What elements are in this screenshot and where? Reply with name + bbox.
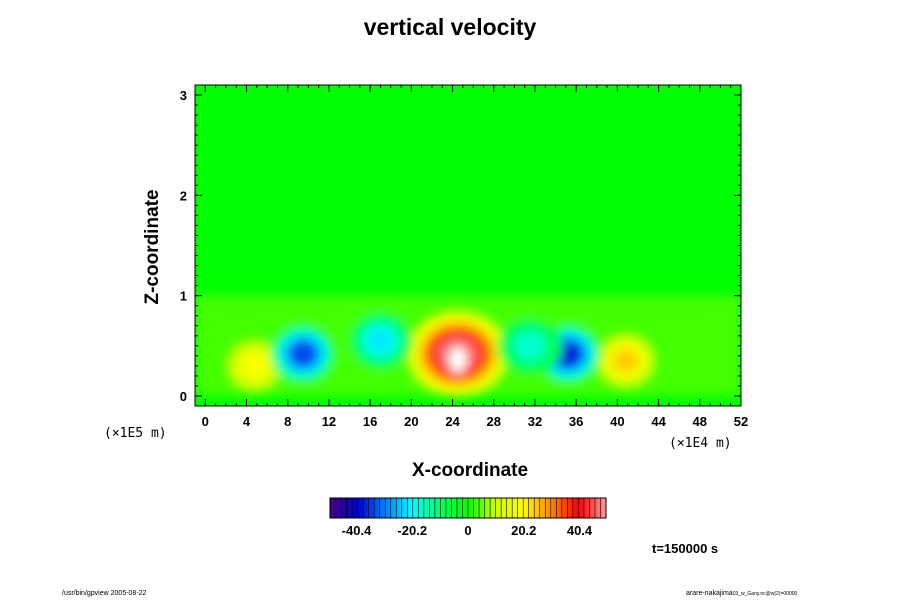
z-tick-label: 1 [180,289,187,304]
downdraft-cell [497,316,563,376]
footer-left: /usr/bin/gpview 2005-08-22 [62,590,147,597]
x-tick-label: 24 [445,414,460,429]
colorbar-tick-label: -20.2 [397,523,427,538]
z-tick-label: 3 [180,88,187,103]
downdraft-cell [348,311,413,371]
colorbar-frame [329,497,607,519]
updraft-cell [222,336,288,396]
x-tick-label: 32 [528,414,542,429]
colorbar: -40.4 -20.2 0 20.2 40.4 [329,497,607,538]
x-tick-label: 40 [610,414,624,429]
plot-area [195,85,741,406]
downdraft-cell [270,324,336,384]
z-scale-note: (×1E5 m) [104,426,167,441]
x-tick-label: 36 [569,414,583,429]
x-tick-label: 20 [404,414,418,429]
x-tick-label: 44 [651,414,666,429]
updraft-cell [593,331,659,391]
z-axis-label: Z-coordinate [142,189,163,305]
x-axis-label: X-coordinate [411,460,529,481]
x-tick-label: 52 [734,414,748,429]
x-tick-label: 12 [322,414,336,429]
x-tick-label: 4 [243,414,251,429]
x-tick-label: 8 [284,414,291,429]
z-tick-label: 0 [180,389,187,404]
z-tick-label: 2 [180,188,187,203]
updraft-core [448,346,467,373]
x-scale-note: (×1E4 m) [669,436,732,451]
z-axis: 0 1 2 3 [180,88,741,404]
footer-right-small: 03_w_Gany.nc@w(2)=00000 [732,591,798,597]
footer-right-text: arare-nakajima [686,590,733,597]
footer-right: arare-nakajima03_w_Gany.nc@w(2)=00000 [686,590,797,597]
x-tick-label: 16 [363,414,377,429]
colorbar-tick-label: 0 [464,523,471,538]
colorbar-tick-label: -40.4 [342,523,372,538]
x-tick-label: 48 [693,414,707,429]
colorbar-tick-label: 40.4 [567,523,593,538]
x-tick-label: 0 [202,414,209,429]
colorbar-tick-label: 20.2 [511,523,536,538]
time-label: t=150000 s [652,541,719,556]
x-axis: 0 4 8 12 16 20 24 28 32 36 40 44 48 52 [202,85,748,429]
x-tick-label: 28 [487,414,501,429]
chart-title: vertical velocity [363,14,537,40]
